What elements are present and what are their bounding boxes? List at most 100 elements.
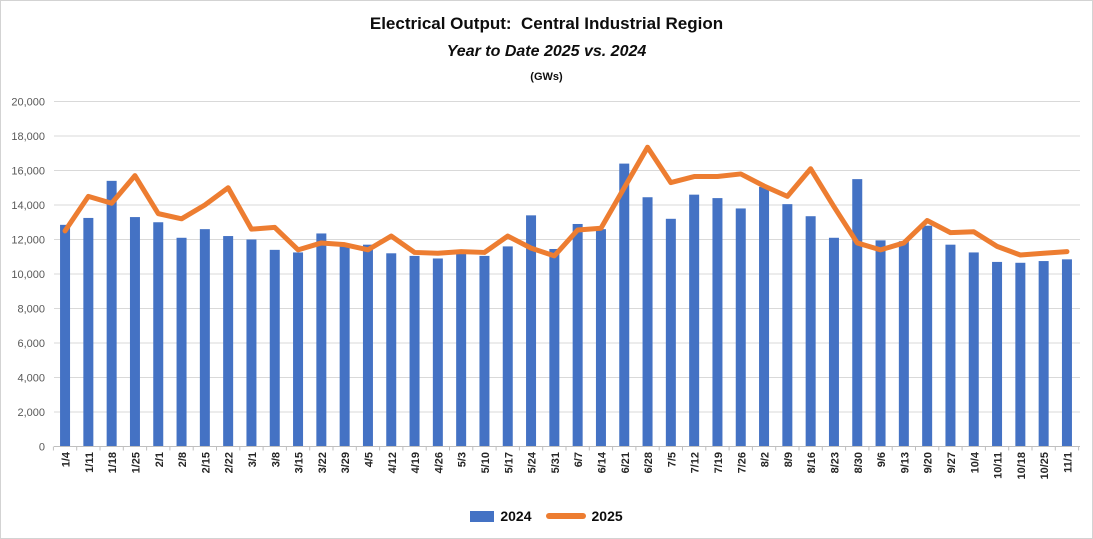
x-axis-label: 10/11 [993,452,1005,479]
bar-2024 [782,204,793,447]
x-axis-label: 1/18 [107,452,119,473]
x-axis-label: 1/11 [84,452,96,473]
bar-2024 [153,222,164,447]
bar-2024 [502,246,513,447]
y-axis-label: 18,000 [11,131,45,143]
bar-2024 [922,225,933,447]
bar-2024 [1038,261,1049,447]
unit-label: (GWs) [530,71,563,83]
bar-2024 [828,237,839,447]
y-axis-label: 6,000 [17,338,45,350]
bar-2024 [106,180,117,447]
x-axis-label: 2/1 [154,452,166,467]
bar-2024 [479,255,490,447]
x-axis-label: 8/9 [783,452,795,467]
bar-2024 [992,261,1003,447]
chart-subtitle: Year to Date 2025 vs. 2024 [446,43,647,60]
bar-2024 [945,244,956,447]
x-axis-label: 5/31 [550,452,562,473]
x-axis-label: 5/17 [503,452,515,473]
bar-2024 [1015,262,1026,447]
x-axis-label: 10/25 [1039,452,1051,480]
x-axis-label: 9/20 [923,452,935,473]
x-axis-label: 3/8 [270,452,282,467]
x-axis-label: 2/22 [224,452,236,473]
bar-2024 [805,216,816,447]
x-axis-label: 1/25 [130,452,142,473]
bar-2024 [898,241,909,447]
bar-2024 [339,245,350,447]
bar-2024 [572,223,583,447]
bar-2024 [409,255,420,447]
x-axis-label: 3/1 [247,452,259,467]
y-axis-label: 8,000 [17,304,45,316]
legend-swatch-2024-bar [470,510,495,522]
x-axis-label: 9/27 [946,452,958,473]
chart-title: Electrical Output: Central Industrial Re… [369,14,724,33]
bar-2024 [456,251,467,447]
x-axis-label: 11/1 [1062,452,1074,473]
x-axis-label: 8/30 [853,452,865,473]
bar-2024 [642,197,653,447]
x-axis-label: 5/10 [480,452,492,473]
bar-2024 [386,253,397,447]
x-axis-label: 4/5 [363,452,375,467]
legend: 2024 2025 [1,508,1092,524]
x-axis-label: 4/26 [433,452,445,473]
x-axis-label: 8/23 [829,452,841,473]
bar-2024 [129,217,140,447]
x-axis-label: 8/2 [760,452,772,467]
y-axis-label: 2,000 [17,407,45,419]
y-axis-label: 14,000 [11,200,45,212]
x-axis-label: 7/26 [736,452,748,473]
bar-2024 [665,218,676,447]
x-axis-label: 8/16 [806,452,818,473]
bar-2024 [246,239,257,447]
bar-2024 [269,249,280,447]
x-axis-label: 9/6 [876,452,888,467]
bar-2024 [293,252,304,447]
bar-2024 [432,258,443,447]
bar-2024 [968,252,979,447]
x-axis-label: 7/12 [690,452,702,473]
line-2025 [62,144,1070,259]
x-axis-label: 4/19 [410,452,422,473]
x-axis-label: 10/4 [969,451,981,473]
x-axis-label: 3/22 [317,452,329,473]
bar-2024 [549,248,560,447]
y-axis-label: 12,000 [11,235,45,247]
bar-2024 [852,179,863,447]
bar-2024 [316,233,327,447]
x-axis-label: 4/12 [387,452,399,473]
bar-2024 [875,240,886,447]
legend-label-2024: 2024 [500,508,532,524]
y-axis-label: 4,000 [17,373,45,385]
x-axis-label: 5/3 [457,452,469,467]
x-axis-label: 3/29 [340,452,352,473]
bar-2024 [759,186,770,447]
bar-2024 [735,208,746,447]
bar-2024 [1061,259,1072,447]
y-axis-label: 10,000 [11,269,45,281]
x-axis-label: 6/14 [596,451,608,473]
x-axis-label: 9/13 [899,452,911,473]
bar-2024 [176,237,187,447]
x-axis-label: 10/18 [1016,452,1028,480]
legend-item-2024: 2024 [470,508,532,524]
bar-2024 [712,198,723,447]
bar-2024 [526,215,537,447]
y-axis-label: 20,000 [11,97,45,109]
bar-2024 [595,229,606,447]
bar-2024 [83,217,94,447]
legend-item-2025: 2025 [545,508,623,524]
x-axis-label: 7/5 [666,452,678,467]
bar-2024 [199,229,210,447]
y-axis-label: 16,000 [11,166,45,178]
bar-2024 [223,236,234,447]
x-axis-label: 6/21 [620,452,632,473]
bar-2024 [362,244,373,447]
legend-swatch-2025-line [545,513,586,519]
bar-2024 [60,224,71,447]
x-axis-label: 3/15 [294,452,306,473]
